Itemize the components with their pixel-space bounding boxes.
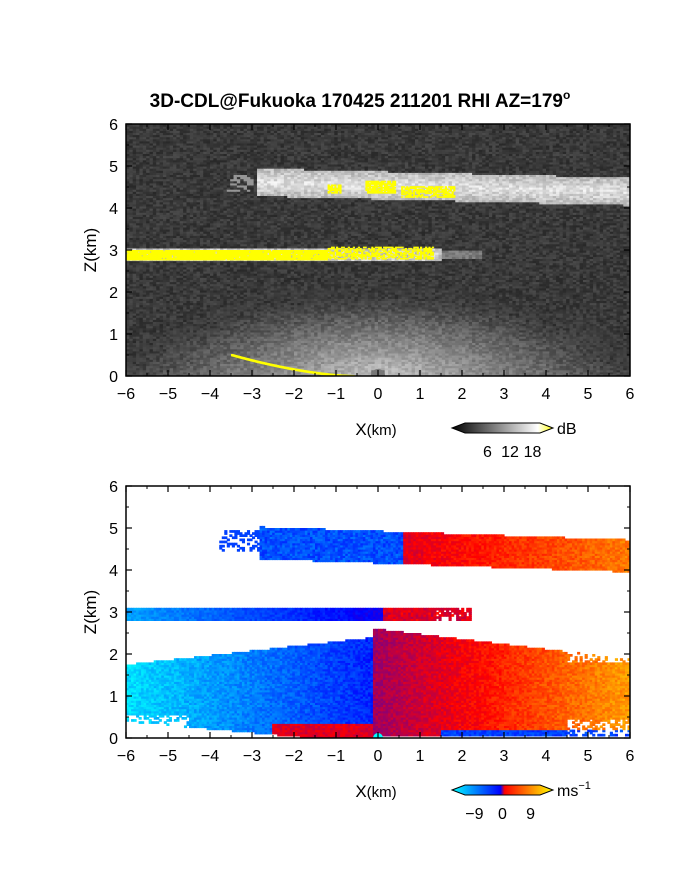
figure-title: 3D-CDL@Fukuoka 170425 211201 RHI AZ=179o — [150, 88, 571, 112]
figure: 3D-CDL@Fukuoka 170425 211201 RHI AZ=179o… — [0, 0, 680, 880]
intensity-field — [126, 122, 631, 383]
